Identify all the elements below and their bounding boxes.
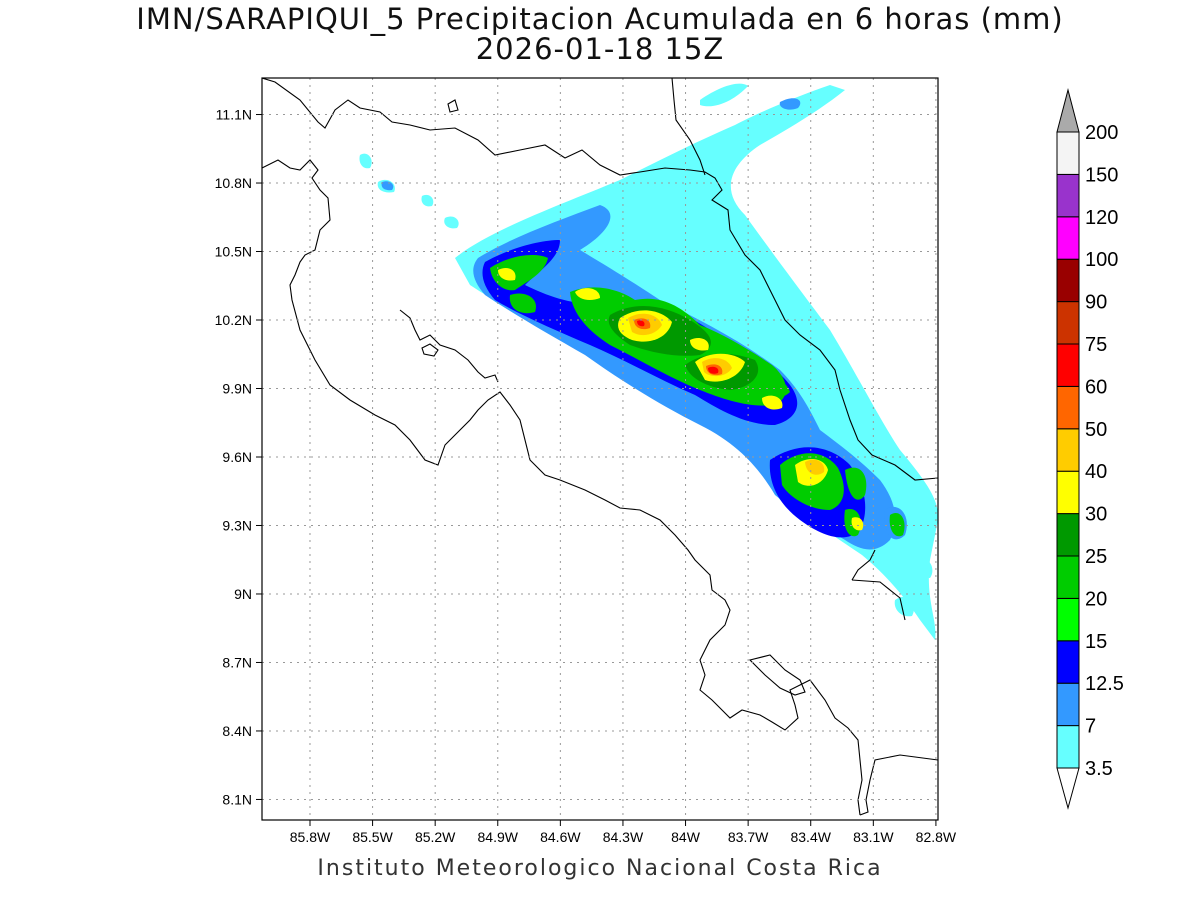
lat-tick-label: 8.7N bbox=[222, 654, 252, 670]
colorbar-label: 60 bbox=[1085, 376, 1107, 398]
colorbar-segment bbox=[1056, 555, 1080, 599]
precip-60mm bbox=[708, 366, 719, 374]
precip-30mm bbox=[762, 395, 783, 410]
colorbar-label: 3.5 bbox=[1085, 758, 1113, 780]
precipitation-field bbox=[359, 83, 938, 640]
colorbar-segment bbox=[1056, 385, 1080, 430]
colorbar-label: 50 bbox=[1085, 419, 1107, 441]
colorbar-segment bbox=[1056, 343, 1080, 387]
colorbar-segment bbox=[1056, 428, 1080, 472]
lon-tick-label: 83.4W bbox=[790, 829, 831, 845]
lat-tick-label: 10.8N bbox=[215, 175, 252, 191]
colorbar-label: 30 bbox=[1085, 504, 1107, 526]
colorbar-segment bbox=[1056, 513, 1080, 557]
precip-30mm bbox=[851, 517, 864, 531]
precip-20mm bbox=[889, 512, 905, 537]
lon-tick-label: 83.1W bbox=[853, 829, 894, 845]
colorbar-label: 150 bbox=[1085, 164, 1118, 186]
colorbar-segment bbox=[1056, 597, 1080, 642]
precip-60mm bbox=[637, 320, 645, 327]
precip-cell bbox=[359, 153, 372, 169]
lat-tick-label: 9.3N bbox=[222, 517, 252, 533]
precip-cell bbox=[779, 98, 801, 110]
colorbar-label: 7 bbox=[1085, 716, 1096, 738]
precip-cell bbox=[700, 83, 748, 107]
colorbar-label: 75 bbox=[1085, 334, 1107, 356]
colorbar-segment bbox=[1056, 131, 1080, 175]
precip-20mm bbox=[845, 467, 867, 500]
lat-tick-label: 8.4N bbox=[222, 723, 252, 739]
precip-30mm bbox=[690, 338, 709, 351]
colorbar-segment bbox=[1056, 258, 1080, 303]
colorbar-label: 40 bbox=[1085, 461, 1107, 483]
precip-30mm bbox=[498, 268, 516, 281]
colorbar-segment bbox=[1056, 725, 1080, 769]
lat-tick-label: 10.2N bbox=[215, 312, 252, 328]
lat-tick-label: 9N bbox=[234, 586, 252, 602]
lon-tick-label: 84.9W bbox=[478, 829, 519, 845]
lon-tick-label: 83.7W bbox=[728, 829, 769, 845]
colorbar: 3.5 7 12.5 15 20 25 30 40 50 60 75 90 100 120 150 200 bbox=[1056, 88, 1124, 810]
colorbar-segment bbox=[1056, 173, 1080, 218]
lat-tick-label: 9.6N bbox=[222, 449, 252, 465]
lon-tick-label: 84.6W bbox=[540, 829, 581, 845]
precip-20mm bbox=[509, 293, 536, 314]
colorbar-label: 25 bbox=[1085, 546, 1107, 568]
lon-tick-label: 84.3W bbox=[603, 829, 644, 845]
colorbar-label: 100 bbox=[1085, 249, 1118, 271]
colorbar-label: 90 bbox=[1085, 292, 1107, 314]
lon-tick-label: 84W bbox=[671, 829, 701, 845]
lon-tick-label: 85.8W bbox=[290, 829, 331, 845]
colorbar-label: 200 bbox=[1085, 122, 1118, 144]
lon-tick-label: 85.2W bbox=[415, 829, 456, 845]
lat-tick-label: 11.1N bbox=[216, 107, 252, 123]
coastline bbox=[262, 78, 938, 816]
lon-tick-label: 82.8W bbox=[916, 829, 957, 845]
colorbar-label: 120 bbox=[1085, 207, 1118, 229]
precip-cell bbox=[421, 194, 434, 207]
precip-cell bbox=[381, 181, 394, 191]
precip-30mm bbox=[575, 288, 600, 300]
latitude-axis: 11.1N 10.8N 10.5N 10.2N 9.9N 9.6N 9.3N 9N 8.7N 8.… bbox=[215, 107, 262, 807]
precip-40mm bbox=[805, 459, 825, 475]
colorbar-upper-arrow bbox=[1056, 88, 1080, 133]
precip-cell bbox=[444, 216, 459, 229]
lat-tick-label: 10.5N bbox=[215, 244, 252, 260]
map-date: 2026-01-18 15Z bbox=[475, 32, 725, 66]
colorbar-segment bbox=[1056, 682, 1080, 727]
lat-tick-label: 8.1N bbox=[222, 791, 252, 807]
footer-credit: Instituto Meteorologico Nacional Costa R… bbox=[317, 856, 883, 881]
precip-20mm bbox=[745, 372, 790, 399]
colorbar-segment bbox=[1056, 640, 1080, 684]
colorbar-lower-arrow bbox=[1056, 767, 1080, 810]
precip-20mm bbox=[490, 255, 548, 291]
map-frame bbox=[261, 77, 939, 821]
map-grid bbox=[262, 78, 938, 820]
precip-cell bbox=[919, 559, 933, 578]
colorbar-segment bbox=[1056, 470, 1080, 515]
longitude-axis: 85.8W 85.5W 85.2W 84.9W 84.6W 84.3W 84W 83.7W 83… bbox=[290, 820, 957, 845]
colorbar-segment bbox=[1056, 301, 1080, 345]
colorbar-label: 12.5 bbox=[1085, 673, 1124, 695]
lon-tick-label: 85.5W bbox=[352, 829, 393, 845]
precip-cell bbox=[894, 596, 915, 617]
colorbar-segment bbox=[1056, 216, 1080, 260]
lat-tick-label: 9.9N bbox=[222, 380, 252, 396]
map-title: IMN/SARAPIQUI_5 Precipitacion Acumulada … bbox=[136, 2, 1064, 36]
colorbar-label: 20 bbox=[1085, 588, 1107, 610]
colorbar-label: 15 bbox=[1085, 631, 1107, 653]
